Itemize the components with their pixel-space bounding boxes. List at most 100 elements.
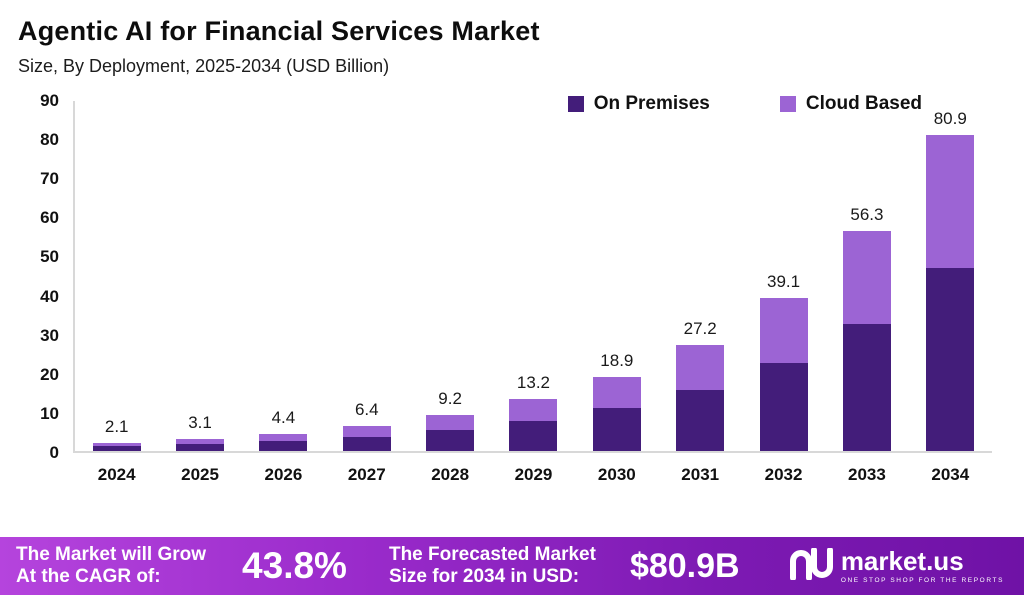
plot-area: 2.1 3.1 4.4 6.4 9.2 13.2 18.9 27.2 39.1 56.3 80.9	[73, 101, 992, 453]
bar-segment-on-premises	[676, 389, 725, 451]
legend: On Premises Cloud Based	[567, 93, 922, 115]
bar-stack	[92, 442, 141, 451]
x-axis-label: 2025	[181, 465, 219, 484]
brand-tagline: ONE STOP SHOP FOR THE REPORTS	[840, 577, 1004, 584]
bar-segment-on-premises	[759, 362, 808, 451]
bar-stack	[259, 433, 308, 451]
footer-banner: The Market will Grow At the CAGR of: 43.…	[0, 537, 1024, 595]
page-title: Agentic AI for Financial Services Market	[18, 16, 540, 46]
forecast-label-line1: The Forecasted Market	[388, 543, 596, 565]
x-axis-label: 2031	[681, 465, 720, 484]
bar-column-2027: 6.4	[325, 400, 408, 451]
bar-stack	[926, 134, 975, 451]
bar-column-2024: 2.1	[75, 417, 158, 451]
bar-stack	[509, 399, 558, 451]
page-subtitle: Size, By Deployment, 2025-2034 (USD Bill…	[18, 56, 390, 76]
bar-segment-on-premises	[176, 443, 225, 451]
bar-column-2031: 27.2	[659, 319, 742, 451]
bar-segment-cloud-based	[592, 377, 641, 409]
x-axis-label: 2033	[848, 465, 886, 484]
x-axis-label: 2027	[347, 465, 386, 484]
bar-segment-cloud-based	[676, 344, 725, 390]
y-tick-label: 80	[40, 130, 59, 150]
bar-segment-cloud-based	[926, 134, 975, 268]
bar-segment-cloud-based	[426, 415, 475, 431]
bar-value-label: 39.1	[767, 272, 801, 292]
chart-header: Agentic AI for Financial Services Market…	[0, 0, 1024, 77]
bar-value-label: 13.2	[516, 373, 551, 393]
bar-segment-cloud-based	[509, 399, 558, 422]
bar-column-2029: 13.2	[492, 373, 575, 451]
bar-value-label: 9.2	[438, 389, 462, 409]
bar-value-label: 4.4	[271, 407, 296, 427]
bar-value-label: 2.1	[104, 416, 129, 436]
bar-column-2034: 80.9	[909, 109, 992, 451]
y-tick-label: 50	[40, 247, 59, 267]
y-tick-label: 70	[40, 169, 59, 189]
bar-segment-cloud-based	[259, 433, 308, 441]
bar-stack	[176, 438, 225, 451]
bar-segment-on-premises	[426, 430, 475, 451]
cagr-label-line2: At the CAGR of:	[16, 566, 161, 587]
bar-column-2026: 4.4	[242, 408, 325, 451]
y-tick-label: 0	[49, 443, 59, 462]
bar-stack	[592, 377, 641, 451]
x-axis-label: 2034	[931, 465, 970, 484]
y-tick-label: 20	[40, 364, 59, 384]
bar-stack	[676, 344, 725, 451]
bar-segment-cloud-based	[342, 425, 391, 437]
brand-logo: market.us ONE STOP SHOP FOR THE REPORTS	[789, 546, 1004, 585]
y-tick-label: 90	[40, 91, 59, 110]
legend-label: Cloud Based	[805, 93, 922, 114]
bar-segment-on-premises	[926, 267, 975, 451]
y-tick-label: 40	[40, 286, 59, 306]
bar-segment-on-premises	[842, 323, 891, 451]
bar-segment-cloud-based	[759, 298, 808, 363]
bar-value-label: 6.4	[354, 399, 379, 419]
x-axis-label: 2032	[764, 465, 803, 484]
bar-value-label: 18.9	[600, 351, 634, 371]
x-axis-label: 2024	[97, 465, 136, 484]
bar-segment-cloud-based	[842, 230, 891, 324]
x-axis: 2024 2025 2026 2027 2028 2029 2030 2031 2032 2033…	[75, 453, 992, 485]
bar-segment-cloud-based	[176, 438, 225, 444]
y-tick-label: 60	[40, 208, 59, 228]
forecast-value: $80.9B	[629, 546, 740, 585]
x-axis-label: 2028	[431, 465, 470, 484]
bar-segment-cloud-based	[92, 442, 141, 447]
stacked-bar-chart: On Premises Cloud Based 0 10 20 30 40 50 60 70 80…	[18, 91, 992, 485]
legend-item-on-premises: On Premises	[567, 93, 710, 115]
bar-value-label: 27.2	[683, 318, 717, 338]
bar-segment-on-premises	[259, 440, 308, 451]
x-axis-label: 2029	[514, 465, 553, 484]
cagr-label-line1: The Market will Grow	[16, 543, 207, 565]
bar-column-2028: 9.2	[408, 389, 491, 451]
bar-segment-on-premises	[342, 436, 391, 451]
bar-segment-on-premises	[92, 446, 141, 451]
brand-text: market.us ONE STOP SHOP FOR THE REPORTS	[841, 548, 1004, 584]
legend-swatch-on-premises	[567, 96, 584, 112]
legend-swatch-cloud-based	[779, 96, 796, 112]
bar-column-2025: 3.1	[158, 413, 241, 451]
y-axis: 0 10 20 30 40 50 60 70 80 90	[18, 91, 73, 462]
market-us-logo-icon	[789, 546, 833, 585]
legend-item-cloud-based: Cloud Based	[779, 93, 922, 115]
forecast-label-line2: Size for 2034 in USD:	[388, 566, 580, 587]
bar-column-2033: 56.3	[825, 205, 908, 451]
legend-label: On Premises	[593, 93, 710, 114]
bar-column-2030: 18.9	[575, 351, 658, 451]
bar-segment-on-premises	[509, 421, 558, 451]
bar-segment-on-premises	[592, 408, 641, 451]
bar-value-label: 56.3	[850, 204, 884, 224]
bar-value-label: 3.1	[188, 412, 212, 432]
bar-stack	[426, 415, 475, 451]
brand-name: market.us	[840, 546, 964, 576]
bar-stack	[342, 425, 391, 451]
plot-row: 0 10 20 30 40 50 60 70 80 90 2.1 3.1 4.4 6.4 9.2 13.2 1…	[18, 91, 992, 462]
x-axis-label: 2026	[264, 465, 303, 484]
bar-column-2032: 39.1	[742, 272, 825, 451]
y-tick-label: 10	[40, 403, 59, 423]
y-tick-label: 30	[40, 325, 59, 345]
cagr-value: 43.8%	[242, 545, 347, 586]
